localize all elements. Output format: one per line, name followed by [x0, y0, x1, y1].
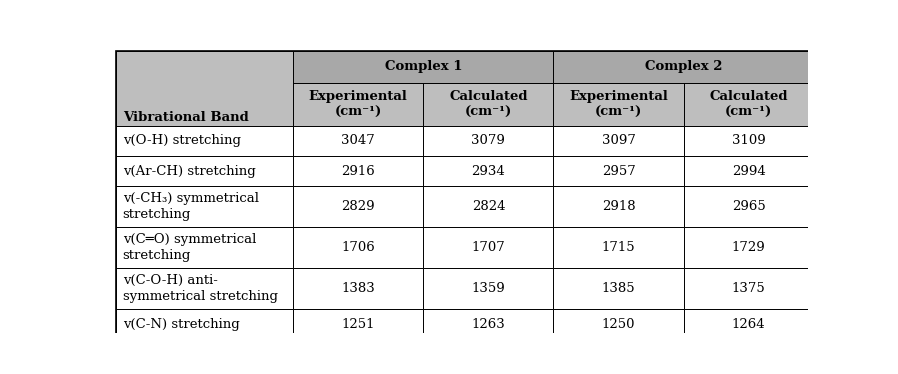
- Bar: [116, 186, 293, 227]
- Bar: [683, 268, 814, 309]
- Bar: [293, 268, 423, 309]
- Text: 1729: 1729: [732, 241, 766, 254]
- Text: Experimental
(cm⁻¹): Experimental (cm⁻¹): [309, 90, 408, 119]
- Bar: [423, 83, 553, 126]
- Text: 2994: 2994: [732, 165, 766, 178]
- Bar: [293, 227, 423, 268]
- Text: 1375: 1375: [732, 282, 766, 295]
- Bar: [293, 156, 423, 186]
- Bar: [423, 227, 553, 268]
- Bar: [423, 156, 553, 186]
- Text: 2916: 2916: [341, 165, 375, 178]
- Bar: [553, 309, 683, 339]
- Text: v(C═O) symmetrical
stretching: v(C═O) symmetrical stretching: [123, 233, 256, 262]
- Text: v(C-O-H) anti-
symmetrical stretching: v(C-O-H) anti- symmetrical stretching: [123, 274, 277, 303]
- Bar: [116, 268, 293, 309]
- Text: 3047: 3047: [341, 134, 375, 147]
- Bar: [116, 227, 293, 268]
- Text: 1715: 1715: [602, 241, 636, 254]
- Text: 2934: 2934: [471, 165, 506, 178]
- Text: 1264: 1264: [732, 318, 765, 331]
- Text: v(C-N) stretching: v(C-N) stretching: [123, 318, 240, 331]
- Bar: [116, 309, 293, 339]
- Bar: [683, 227, 814, 268]
- Text: Complex 2: Complex 2: [645, 61, 722, 73]
- Text: 3109: 3109: [732, 134, 766, 147]
- Bar: [683, 186, 814, 227]
- Bar: [293, 83, 423, 126]
- Bar: [553, 50, 814, 83]
- Bar: [683, 126, 814, 156]
- Bar: [293, 126, 423, 156]
- Text: v(O-H) stretching: v(O-H) stretching: [123, 134, 241, 147]
- Bar: [423, 309, 553, 339]
- Text: 2824: 2824: [471, 200, 506, 213]
- Text: 1263: 1263: [471, 318, 506, 331]
- Bar: [423, 268, 553, 309]
- Text: Complex 1: Complex 1: [384, 61, 462, 73]
- Text: 1707: 1707: [471, 241, 506, 254]
- Bar: [683, 156, 814, 186]
- Bar: [293, 309, 423, 339]
- Text: v(Ar-CH) stretching: v(Ar-CH) stretching: [123, 165, 255, 178]
- Text: Calculated
(cm⁻¹): Calculated (cm⁻¹): [709, 90, 788, 119]
- Text: 2965: 2965: [732, 200, 766, 213]
- Bar: [116, 156, 293, 186]
- Bar: [423, 186, 553, 227]
- Bar: [423, 126, 553, 156]
- Text: v(-CH₃) symmetrical
stretching: v(-CH₃) symmetrical stretching: [123, 192, 259, 221]
- Bar: [553, 227, 683, 268]
- Text: 1250: 1250: [602, 318, 635, 331]
- Text: Vibrational Band: Vibrational Band: [123, 111, 249, 124]
- Text: 3097: 3097: [602, 134, 636, 147]
- Bar: [116, 50, 293, 126]
- Bar: [553, 186, 683, 227]
- Text: 1251: 1251: [341, 318, 375, 331]
- Text: Experimental
(cm⁻¹): Experimental (cm⁻¹): [569, 90, 668, 119]
- Text: 1383: 1383: [341, 282, 375, 295]
- Bar: [116, 126, 293, 156]
- Text: 1706: 1706: [341, 241, 375, 254]
- Bar: [683, 83, 814, 126]
- Text: 1359: 1359: [471, 282, 506, 295]
- Text: 2829: 2829: [341, 200, 375, 213]
- Text: 3079: 3079: [471, 134, 506, 147]
- Bar: [553, 156, 683, 186]
- Text: 1385: 1385: [602, 282, 636, 295]
- Text: 2918: 2918: [602, 200, 636, 213]
- Bar: [293, 186, 423, 227]
- Bar: [553, 126, 683, 156]
- Text: 2957: 2957: [602, 165, 636, 178]
- Text: Calculated
(cm⁻¹): Calculated (cm⁻¹): [449, 90, 528, 119]
- Bar: [553, 268, 683, 309]
- Bar: [683, 309, 814, 339]
- Bar: [293, 50, 553, 83]
- Bar: [553, 83, 683, 126]
